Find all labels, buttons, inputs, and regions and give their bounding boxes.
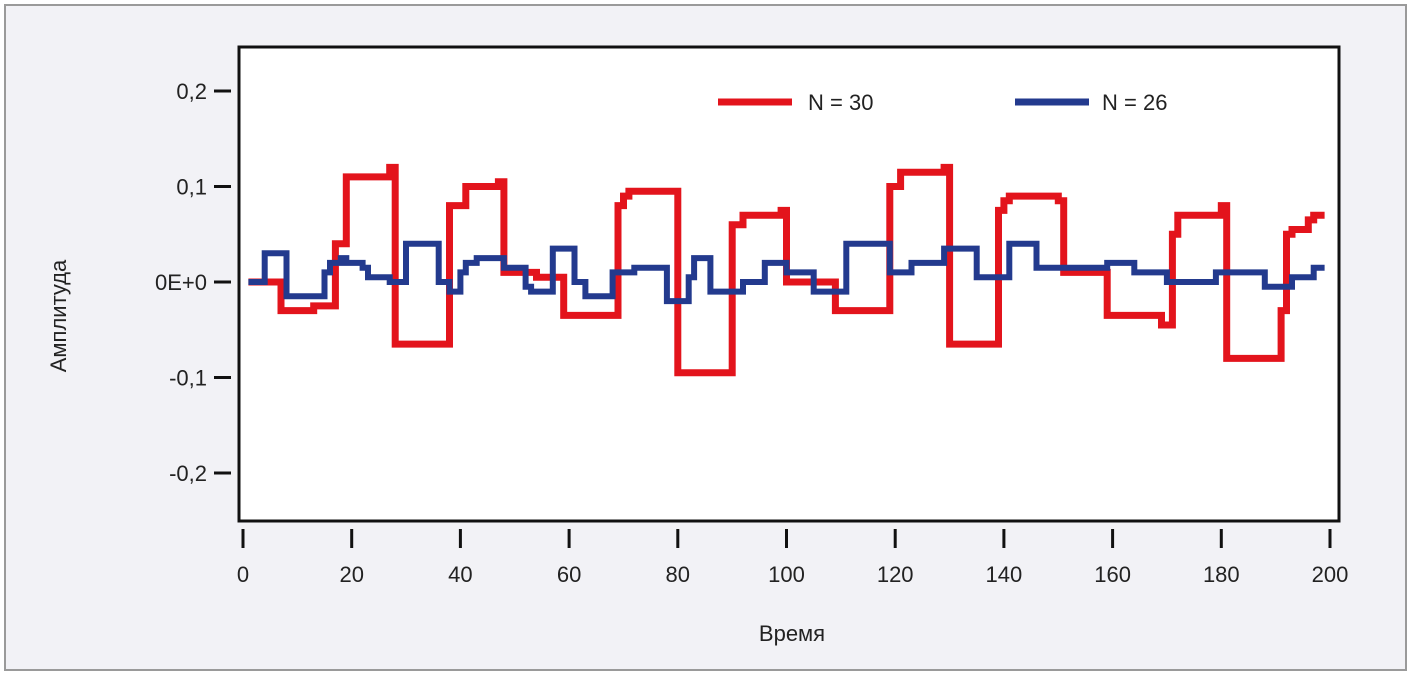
x-tick-label: 160 [1094, 562, 1131, 587]
x-tick-label: 40 [448, 562, 472, 587]
y-axis-title: Амплитуда [46, 259, 71, 372]
x-axis-title: Время [759, 621, 825, 646]
y-tick-label: -0,2 [169, 461, 207, 486]
x-tick-label: 180 [1203, 562, 1240, 587]
x-tick-label: 120 [877, 562, 914, 587]
y-tick-label: 0,2 [176, 79, 207, 104]
legend: N = 30 N = 26 [718, 90, 1167, 115]
x-tick-label: 140 [986, 562, 1023, 587]
legend-label: N = 26 [1102, 90, 1167, 115]
x-tick-label: 80 [666, 562, 690, 587]
x-tick-label: 200 [1312, 562, 1349, 587]
x-tick-label: 100 [768, 562, 805, 587]
series-line-n26 [248, 240, 1325, 305]
x-tick-label: 60 [557, 562, 581, 587]
y-tick-label: -0,1 [169, 366, 207, 391]
series-line-n30 [248, 163, 1325, 377]
legend-label: N = 30 [808, 90, 873, 115]
y-axis: 0,2 0,1 0E+0 -0,1 -0,2 [155, 79, 231, 486]
y-tick-label: 0,1 [176, 175, 207, 200]
x-tick-label: 0 [237, 562, 249, 587]
x-tick-label: 20 [339, 562, 363, 587]
x-axis: 0 20 40 60 80 100 120 140 160 180 200 [237, 529, 1348, 587]
series-layer [248, 163, 1325, 377]
y-tick-label: 0E+0 [155, 270, 207, 295]
